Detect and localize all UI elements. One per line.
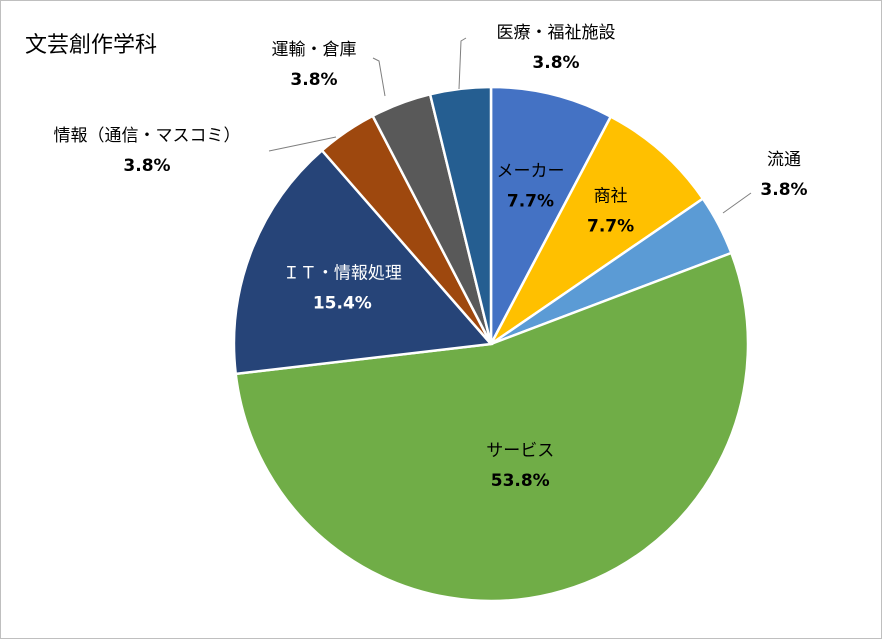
slice-label: 情報（通信・マスコミ） (54, 126, 241, 146)
slice-value: 53.8% (491, 471, 550, 491)
chart-title: 文芸創作学科 (25, 33, 158, 58)
slice-value: 3.8% (532, 53, 579, 73)
leader-line (372, 57, 386, 97)
slice-label: メーカー (496, 161, 564, 181)
leader-line (268, 136, 337, 152)
pie-slice (489, 85, 613, 345)
pie-slice (232, 148, 494, 376)
slice-label: 医療・福祉施設 (497, 23, 616, 43)
slice-value: 7.7% (587, 217, 634, 237)
slice-label: サービス (486, 441, 554, 461)
slice-value: 7.7% (507, 191, 554, 211)
slice-value: 3.8% (760, 180, 807, 200)
slice-label: 商社 (594, 187, 628, 207)
pie-slice (234, 251, 750, 603)
pie-slice (428, 85, 493, 345)
slice-label: 流通 (767, 150, 801, 170)
slice-label: 運輸・倉庫 (272, 40, 357, 60)
slice-value: 3.8% (123, 156, 170, 176)
slice-value: 15.4% (313, 294, 372, 314)
leader-line (722, 192, 752, 214)
slice-value: 3.8% (290, 70, 337, 90)
pie-slice (489, 114, 705, 346)
leader-line (458, 37, 467, 90)
slice-label: ＩＴ・情報処理 (283, 264, 402, 284)
